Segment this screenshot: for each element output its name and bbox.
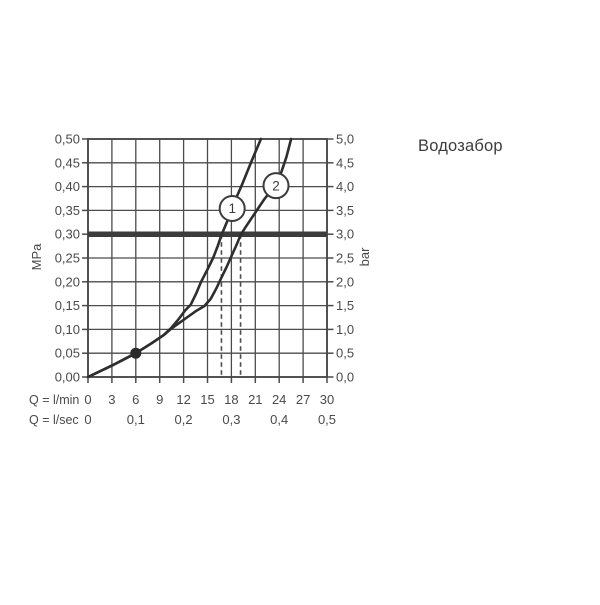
x-tick-label-lmin: 30 (320, 392, 334, 407)
x-tick-label-lmin: 18 (224, 392, 238, 407)
operating-point-dot (130, 347, 142, 359)
y-right-tick-label: 4,0 (336, 179, 354, 194)
y-left-tick-label: 0,35 (55, 203, 80, 218)
plot-area: 120,500,450,400,350,300,250,200,150,100,… (55, 132, 354, 428)
y-right-tick-label: 1,0 (336, 322, 354, 337)
x-tick-label-lsec: 0,5 (318, 412, 336, 427)
x-tick-label-lsec: 0,2 (175, 412, 193, 427)
chart-title: Водозабор (418, 137, 503, 155)
x-axis-primary-unit-label: Q = l/min (29, 393, 79, 407)
y-right-tick-label: 3,5 (336, 203, 354, 218)
x-tick-label-lmin: 0 (84, 392, 91, 407)
y-right-tick-label: 2,0 (336, 274, 354, 289)
series-marker-2 (262, 172, 290, 200)
y-right-tick-label: 2,5 (336, 251, 354, 266)
series-marker-label-1: 1 (228, 201, 236, 216)
x-tick-label-lsec: 0 (84, 412, 91, 427)
y-left-tick-label: 0,40 (55, 179, 80, 194)
series-marker-label-2: 2 (272, 178, 280, 193)
y-left-tick-label: 0,45 (55, 155, 80, 170)
x-tick-label-lmin: 21 (248, 392, 262, 407)
x-tick-label-lmin: 6 (132, 392, 139, 407)
x-tick-label-lmin: 15 (200, 392, 214, 407)
y-right-tick-label: 0,5 (336, 346, 354, 361)
plot-frame (87, 138, 328, 378)
y-left-tick-label: 0,05 (55, 346, 80, 361)
x-tick-label-lsec: 0,4 (270, 412, 288, 427)
y-right-tick-label: 1,5 (336, 298, 354, 313)
x-tick-label-lmin: 27 (296, 392, 310, 407)
x-tick-label-lmin: 3 (108, 392, 115, 407)
y-left-tick-label: 0,30 (55, 227, 80, 242)
x-tick-label-lsec: 0,1 (127, 412, 145, 427)
y-left-tick-label: 0,00 (55, 370, 80, 385)
y-right-unit-label: bar (357, 247, 372, 266)
x-tick-label-lmin: 24 (272, 392, 286, 407)
y-right-tick-label: 3,0 (336, 227, 354, 242)
y-left-tick-label: 0,50 (55, 132, 80, 147)
y-right-tick-label: 0,0 (336, 370, 354, 385)
y-right-tick-label: 5,0 (336, 132, 354, 147)
y-left-tick-label: 0,15 (55, 298, 80, 313)
x-axis-secondary-unit-label: Q = l/sec (29, 413, 79, 427)
y-left-unit-label: MPa (29, 243, 44, 271)
x-tick-label-lmin: 9 (156, 392, 163, 407)
y-right-tick-label: 4,5 (336, 155, 354, 170)
y-left-tick-label: 0,25 (55, 251, 80, 266)
y-left-tick-label: 0,10 (55, 322, 80, 337)
y-left-tick-label: 0,20 (55, 274, 80, 289)
x-tick-label-lsec: 0,3 (222, 412, 240, 427)
series-marker-1 (218, 194, 246, 222)
x-tick-label-lmin: 12 (176, 392, 190, 407)
